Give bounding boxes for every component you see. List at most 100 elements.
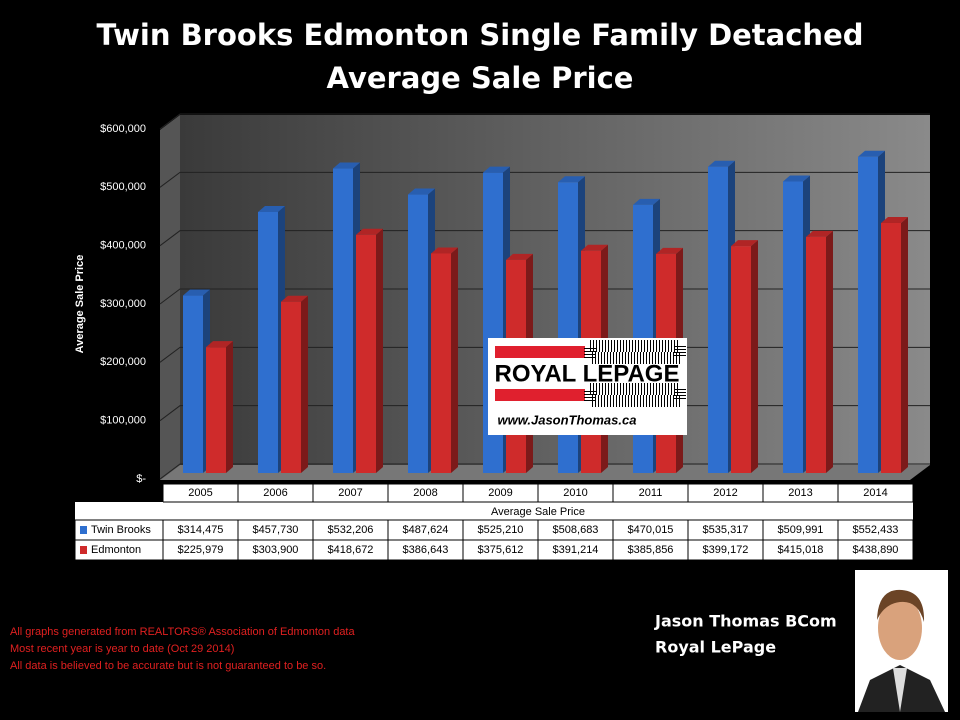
table-value: $375,612	[478, 544, 524, 556]
bar-top	[806, 230, 833, 237]
x-tick-label: 2013	[788, 487, 812, 499]
portrait-hair	[877, 589, 925, 622]
bar-top	[708, 160, 735, 167]
bar	[206, 347, 226, 473]
logo-bar	[495, 346, 585, 358]
grid-line	[159, 113, 930, 130]
y-tick-label: $-	[136, 473, 146, 485]
bar-top	[408, 188, 435, 195]
table-value: $532,206	[328, 524, 374, 536]
x-tick-label: 2012	[713, 487, 737, 499]
logo-url: www.JasonThomas.ca	[498, 412, 637, 427]
bar-side	[451, 247, 458, 473]
table-value: $303,900	[253, 544, 299, 556]
table-value: $385,856	[628, 544, 674, 556]
legend-swatch	[80, 546, 87, 554]
table-value: $470,015	[628, 524, 674, 536]
table-body-bg	[75, 502, 913, 560]
bar-top	[783, 175, 810, 182]
bar	[183, 295, 203, 473]
x-tick-label: 2010	[563, 487, 587, 499]
table-value: $487,624	[403, 524, 449, 536]
bar	[881, 222, 901, 473]
bar-top	[258, 205, 285, 212]
footnote: All graphs generated from REALTORS® Asso…	[10, 626, 355, 638]
table-value: $415,018	[778, 544, 824, 556]
table-value: $391,214	[553, 544, 599, 556]
bar-side	[226, 341, 233, 473]
bar-top	[333, 162, 360, 169]
x-tick-label: 2005	[188, 487, 212, 499]
portrait-shirt	[893, 668, 907, 712]
table-value: $509,991	[778, 524, 824, 536]
y-tick-label: $100,000	[100, 415, 146, 427]
bar-side	[826, 230, 833, 473]
table-value: $314,475	[178, 524, 224, 536]
bar-top	[431, 247, 458, 254]
chart-title: Twin Brooks Edmonton Single Family Detac…	[97, 18, 864, 52]
bar	[806, 236, 826, 473]
bar-top	[558, 176, 585, 183]
legend-label: Edmonton	[91, 544, 141, 556]
legend-swatch	[80, 526, 87, 534]
logo-brand: ROYAL LEPAGE	[495, 360, 680, 387]
y-tick-label: $200,000	[100, 356, 146, 368]
table-value: $225,979	[178, 544, 224, 556]
author-name: Jason Thomas BCom	[654, 612, 837, 631]
table-value: $535,317	[703, 524, 749, 536]
bar	[356, 234, 376, 473]
logo-bar	[495, 389, 585, 401]
bar	[731, 246, 751, 473]
bar-top	[506, 253, 533, 260]
x-tick-label: 2011	[639, 487, 663, 499]
legend-label: Twin Brooks	[91, 524, 151, 536]
bar-top	[881, 216, 908, 223]
bar-top	[206, 341, 233, 348]
table-value: $525,210	[478, 524, 524, 536]
bar-side	[301, 295, 308, 473]
grid-line	[159, 230, 930, 247]
bar-top	[581, 244, 608, 251]
x-tick-label: 2008	[413, 487, 437, 499]
bar-top	[858, 150, 885, 157]
logo-stripes	[584, 383, 686, 407]
y-tick-label: $400,000	[100, 240, 146, 252]
x-tick-label: 2007	[338, 487, 362, 499]
bar-side	[751, 240, 758, 473]
bar-top	[731, 240, 758, 247]
x-axis-label: Average Sale Price	[491, 506, 585, 518]
grid-line	[159, 171, 930, 188]
table-value: $386,643	[403, 544, 449, 556]
table-value: $399,172	[703, 544, 749, 556]
table-value: $552,433	[853, 524, 899, 536]
bar-top	[183, 289, 210, 296]
bar	[708, 166, 728, 473]
table-value: $418,672	[328, 544, 374, 556]
bar-top	[483, 166, 510, 173]
side-wall	[160, 115, 180, 480]
bar	[333, 168, 353, 473]
y-tick-label: $500,000	[100, 181, 146, 193]
bar-top	[633, 198, 660, 205]
table-value: $457,730	[253, 524, 299, 536]
x-tick-label: 2006	[263, 487, 287, 499]
bar	[281, 301, 301, 473]
bar-side	[376, 228, 383, 473]
bar	[431, 253, 451, 473]
table-value: $438,890	[853, 544, 899, 556]
bar	[408, 194, 428, 473]
bar	[783, 181, 803, 473]
bar-top	[356, 228, 383, 235]
bar-top	[656, 247, 683, 254]
data-table: Average Sale Price 2005 $314,475 $225,979 2…	[74, 483, 914, 561]
y-axis-label: Average Sale Price	[74, 255, 86, 354]
portrait-face	[878, 596, 922, 660]
logo: ROYAL LEPAGE www.JasonThomas.ca	[488, 338, 687, 435]
footnote: All data is believed to be accurate but …	[10, 660, 326, 672]
author-company: Royal LePage	[655, 638, 776, 657]
portrait	[855, 570, 948, 712]
chart-subtitle: Average Sale Price	[327, 61, 634, 95]
x-tick-label: 2009	[488, 487, 512, 499]
bar	[258, 211, 278, 473]
